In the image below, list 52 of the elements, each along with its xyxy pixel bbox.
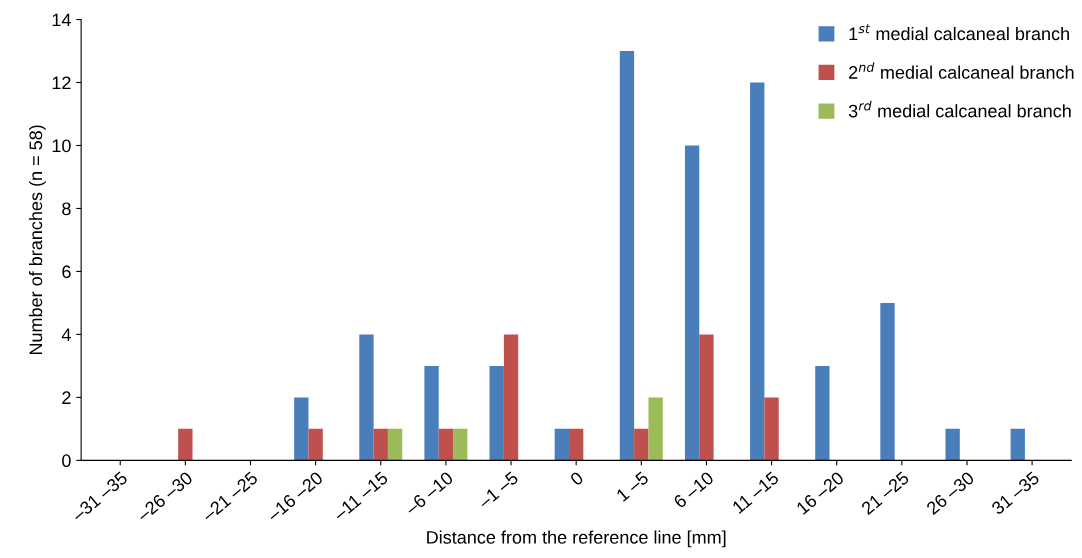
bar bbox=[554, 428, 569, 461]
bar bbox=[634, 428, 649, 461]
bar bbox=[453, 428, 468, 461]
bar bbox=[438, 428, 454, 461]
y-tick-label: 8 bbox=[62, 202, 71, 216]
x-tick-label: –21 –25 bbox=[200, 470, 259, 523]
bar bbox=[308, 428, 323, 461]
x-axis-title: Distance from the reference line [mm] bbox=[427, 530, 726, 548]
bar bbox=[815, 365, 830, 461]
legend-label: 3$^{rd}$ medial calcaneal branch bbox=[848, 100, 1071, 118]
bar bbox=[359, 334, 374, 461]
x-tick-label: 16 –20 bbox=[795, 470, 845, 515]
bar bbox=[648, 397, 663, 461]
y-tick-label: 6 bbox=[62, 265, 71, 279]
y-tick-label: 12 bbox=[52, 76, 71, 90]
bar bbox=[178, 428, 193, 461]
y-tick-label: 4 bbox=[61, 328, 71, 341]
bar bbox=[294, 397, 309, 461]
bar bbox=[1010, 428, 1025, 461]
bar bbox=[503, 334, 519, 461]
bar bbox=[569, 428, 584, 461]
legend-label: 2$^{nd}$ medial calcaneal branch bbox=[849, 62, 1074, 79]
x-tick-label: –31 –35 bbox=[70, 470, 129, 523]
x-tick-label: 6 –10 bbox=[672, 470, 715, 509]
bar bbox=[684, 145, 700, 461]
x-tick-label: –11 –15 bbox=[332, 471, 389, 522]
x-tick-label: 1 –5 bbox=[615, 471, 650, 502]
bar bbox=[489, 365, 504, 461]
y-tick-label: 2 bbox=[62, 391, 71, 404]
bar bbox=[424, 365, 439, 461]
x-tick-label: 21 –25 bbox=[860, 470, 910, 516]
x-tick-label: 31 –35 bbox=[990, 470, 1041, 516]
x-tick-label: –16 –20 bbox=[265, 470, 324, 523]
bar bbox=[880, 302, 895, 461]
bar bbox=[750, 82, 765, 461]
bar bbox=[619, 51, 635, 461]
bar bbox=[945, 428, 960, 461]
y-tick-label: 10 bbox=[52, 139, 71, 153]
x-tick-label: –26 –30 bbox=[135, 470, 194, 523]
y-tick-label: 0 bbox=[62, 454, 71, 468]
bar bbox=[387, 428, 403, 461]
x-tick-label: 26 –30 bbox=[925, 470, 975, 516]
y-axis-title: Number of branches (n = 58) bbox=[28, 125, 46, 355]
legend-label: 1$^{st}$ medial calcaneal branch bbox=[849, 24, 1069, 41]
x-tick-label: –6 –10 bbox=[403, 470, 454, 516]
x-tick-label: 0 bbox=[569, 470, 585, 487]
y-tick-label: 14 bbox=[52, 13, 71, 27]
x-tick-label: –1 –5 bbox=[476, 471, 519, 510]
bar bbox=[764, 397, 779, 461]
bar bbox=[373, 428, 388, 461]
bar bbox=[699, 334, 714, 461]
x-tick-label: 11 –15 bbox=[731, 471, 780, 514]
